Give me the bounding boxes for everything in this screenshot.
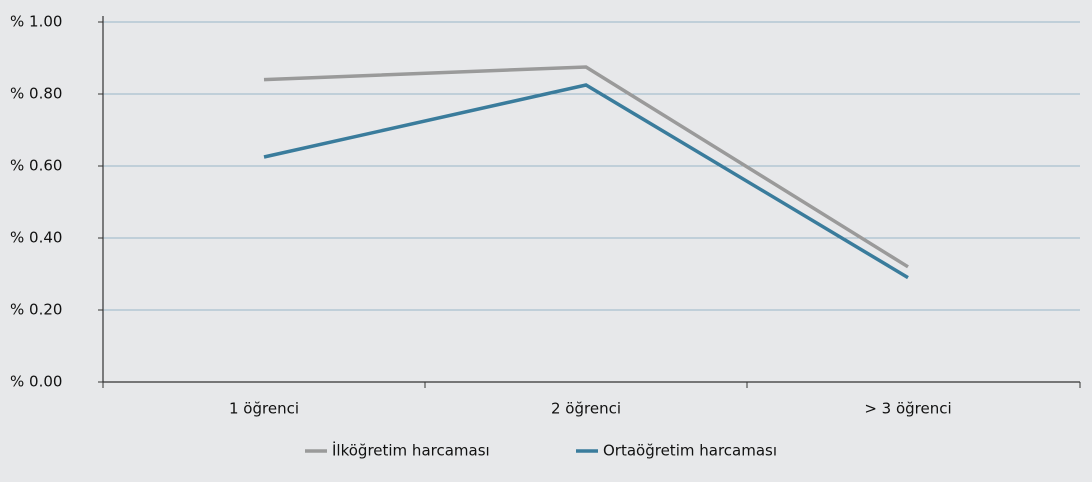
- series-line: [263, 83, 909, 280]
- y-tick-label: % 1.00: [10, 13, 62, 31]
- x-tick-label: 1 öğrenci: [229, 400, 299, 418]
- legend-label: Ortaöğretim harcaması: [603, 442, 777, 460]
- y-tick-label: % 0.80: [10, 85, 62, 103]
- y-tick-label: % 0.40: [10, 229, 62, 247]
- x-tick-label: 2 öğrenci: [551, 400, 621, 418]
- y-tick-label: % 0.20: [10, 301, 62, 319]
- series-line: [263, 65, 909, 269]
- y-tick-label: % 0.00: [10, 373, 62, 391]
- x-tick-label: > 3 öğrenci: [864, 400, 951, 418]
- legend-label: İlköğretim harcaması: [332, 441, 490, 460]
- y-tick-label: % 0.60: [10, 157, 62, 175]
